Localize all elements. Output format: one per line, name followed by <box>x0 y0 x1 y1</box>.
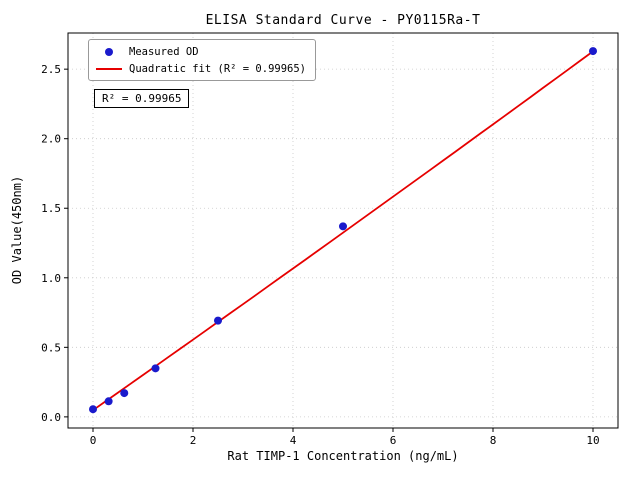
legend-dot-marker-icon <box>105 47 113 56</box>
legend: Measured OD Quadratic fit (R² = 0.99965) <box>88 39 317 81</box>
r-squared-annotation: R² = 0.99965 <box>94 89 190 108</box>
legend-entry-quadratic-fit: Quadratic fit (R² = 0.99965) <box>95 62 306 75</box>
plot-border <box>67 32 619 429</box>
fit-line <box>92 50 594 411</box>
legend-label-measured-od: Measured OD <box>129 45 199 58</box>
y-tick-label: 0.0 <box>41 411 61 424</box>
x-axis-label: Rat TIMP-1 Concentration (ng/mL) <box>227 449 459 463</box>
y-tick-label: 1.0 <box>41 272 61 285</box>
legend-label-quadratic-fit: Quadratic fit (R² = 0.99965) <box>129 62 307 75</box>
data-point <box>89 405 97 414</box>
x-tick-label: 6 <box>390 434 397 447</box>
data-point <box>214 316 222 325</box>
legend-entry-measured-od: Measured OD <box>95 45 306 58</box>
legend-line-marker-icon <box>96 67 122 70</box>
x-tick-label: 8 <box>490 434 497 447</box>
y-axis-label: OD Value(450nm) <box>10 175 24 285</box>
data-point <box>339 222 347 231</box>
y-tick-label: 2.5 <box>41 63 61 76</box>
chart-title: ELISA Standard Curve - PY0115Ra-T <box>205 13 481 28</box>
x-tick-label: 10 <box>586 434 599 447</box>
x-tick-label: 2 <box>190 434 197 447</box>
data-point <box>120 389 129 398</box>
data-point <box>589 47 597 56</box>
x-tick-label: 0 <box>90 434 97 447</box>
y-tick-label: 1.5 <box>41 202 61 215</box>
y-tick-label: 2.0 <box>41 133 61 146</box>
y-tick-label: 0.5 <box>41 341 61 354</box>
data-point <box>104 397 113 406</box>
data-point <box>151 364 160 373</box>
x-tick-label: 4 <box>290 434 297 447</box>
